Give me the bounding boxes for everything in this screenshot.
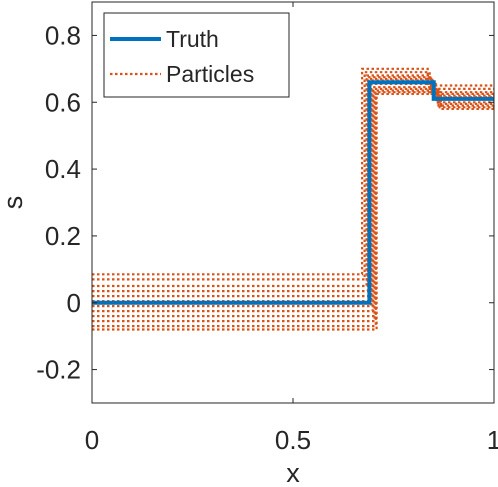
- legend-box: [103, 12, 290, 98]
- particle-line: [92, 92, 494, 331]
- y-tick-label: 0.4: [45, 154, 81, 184]
- particle-line: [92, 71, 494, 281]
- y-tick-label: 0: [67, 288, 81, 318]
- y-tick-label: 0.6: [45, 87, 81, 117]
- x-tick-label: 1: [487, 425, 498, 455]
- legend-truth-label: Truth: [166, 26, 219, 52]
- particle-line: [92, 86, 494, 313]
- y-tick-label: -0.2: [36, 355, 81, 385]
- particle-line: [92, 74, 494, 288]
- y-axis-label: s: [0, 196, 28, 210]
- truth-line: [92, 80, 494, 305]
- particle-line: [92, 67, 494, 276]
- y-tick-label: 0.2: [45, 221, 81, 251]
- x-tick-label: 0.5: [275, 425, 311, 455]
- particle-line: [92, 87, 494, 318]
- particle-line: [92, 77, 494, 298]
- particle-line: [92, 91, 494, 328]
- y-axis: -0.2 0 0.2 0.4 0.6 0.8: [36, 20, 494, 385]
- particle-line: [92, 89, 494, 323]
- y-tick-label: 0.8: [45, 20, 81, 50]
- particle-line: [92, 76, 494, 293]
- legend: Truth Particles: [103, 12, 290, 98]
- x-axis: 0 0.5 1: [85, 2, 498, 455]
- legend-particles-label: Particles: [166, 61, 254, 87]
- x-tick-label: 0: [85, 425, 99, 455]
- truth-series-group: [92, 80, 494, 305]
- x-axis-label: x: [286, 458, 300, 487]
